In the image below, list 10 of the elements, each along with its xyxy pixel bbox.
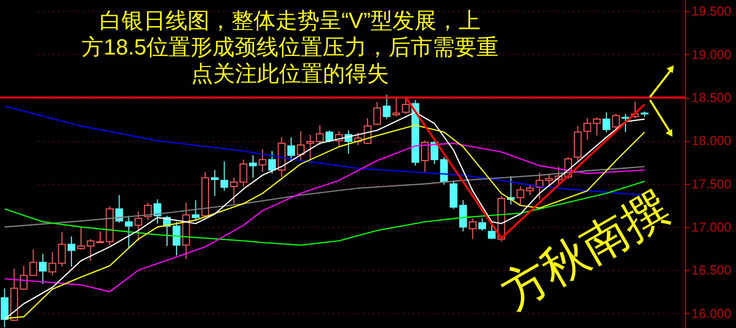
y-tick-label: 19.000 <box>692 46 732 62</box>
y-tick-label: 18.000 <box>692 133 732 148</box>
y-tick-label: 17.500 <box>692 176 732 192</box>
y-tick-label: 18.500 <box>692 90 732 106</box>
annotation: 方秋南撰 <box>492 182 678 319</box>
y-tick-label: 17.000 <box>692 220 732 235</box>
y-tick-label: 19.500 <box>692 4 732 19</box>
text: 白银日线图，整体走势呈“V”型发展，上方18.5位置形成颈线位置压力，后市需要重点关注此位置的得失 <box>82 8 498 86</box>
y-tick-label: 16.000 <box>692 306 732 321</box>
y-tick-label: 16.500 <box>692 262 732 278</box>
